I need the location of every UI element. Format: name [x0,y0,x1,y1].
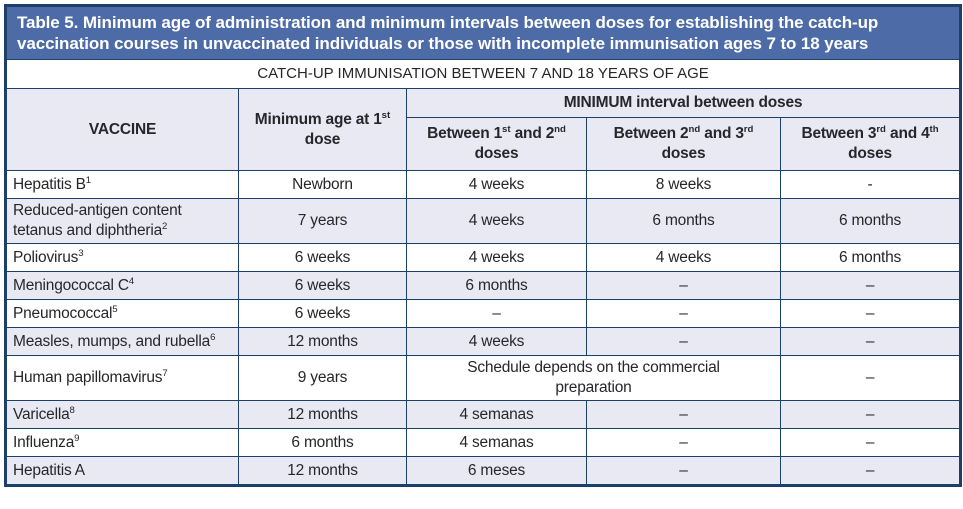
value-cell: 4 weeks [406,170,587,199]
value-cell: 12 months [238,327,407,356]
col-header-between-1st-2nd: Between 1st and 2nd doses [406,117,587,171]
value-cell: 4 weeks [586,243,781,272]
value-cell: 6 weeks [238,299,407,328]
value-cell: – [779,428,962,457]
value-cell: 4 weeks [406,198,587,244]
vaccine-name-cell: Human papillomavirus7 [5,355,239,401]
value-cell: - [779,170,962,199]
table-row: Hepatitis A 12 months 6 meses – – [5,456,962,486]
table-row: Pneumococcal5 6 weeks – – – [5,299,962,328]
col-header-interval-group: MINIMUM interval between doses [405,88,962,118]
value-cell: 6 months [406,271,587,300]
value-cell: – [779,456,962,486]
table-title: Table 5. Minimum age of administration a… [4,5,962,60]
value-cell: Newborn [238,170,407,199]
catch-up-immunisation-table: Table 5. Minimum age of administration a… [4,4,963,487]
value-cell: 6 months [779,198,962,244]
value-cell: Schedule depends on the commercial prepa… [406,355,781,401]
vaccine-name-cell: Pneumococcal5 [5,299,239,328]
table-row: Poliovirus3 6 weeks 4 weeks 4 weeks 6 months [5,243,962,272]
value-cell: – [586,400,781,429]
value-cell: – [779,299,962,328]
table-body: Hepatitis B1 Newborn 4 weeks 8 weeks - Reduce… [5,170,962,486]
value-cell: – [779,327,962,356]
value-cell: – [586,428,781,457]
vaccine-name-cell: Reduced-antigen content tetanus and diph… [5,198,239,244]
vaccine-name-cell: Varicella8 [5,400,239,429]
table-row: Measles, mumps, and rubella6 12 months 4 w… [5,327,962,356]
value-cell: – [406,299,587,328]
header-row-sub: Between 1st and 2nd doses Between 2nd an… [6,117,962,171]
vaccine-name-cell: Meningococcal C4 [5,271,239,300]
value-cell: – [779,400,962,429]
table-title-row: Table 5. Minimum age of administration a… [4,5,962,60]
table-row: Reduced-antigen content tetanus and diph… [5,198,962,244]
value-cell: – [586,271,781,300]
value-cell: – [586,299,781,328]
value-cell: 12 months [238,400,407,429]
value-cell: 6 weeks [238,243,407,272]
table-subtitle-row: CATCH-UP IMMUNISATION BETWEEN 7 AND 18 Y… [4,59,962,89]
vaccine-name-cell: Hepatitis B1 [5,170,239,199]
value-cell: – [586,456,781,486]
table-row: Varicella8 12 months 4 semanas – – [5,400,962,429]
header-row-top: VACCINE Minimum age at 1st dose MINIMUM … [5,88,962,171]
value-cell: 7 years [238,198,407,244]
value-cell: 12 months [238,456,407,486]
value-cell: 4 semanas [406,400,587,429]
value-cell: 4 weeks [406,327,587,356]
value-cell: – [779,355,962,401]
value-cell: 6 months [586,198,781,244]
value-cell: 4 semanas [406,428,587,457]
value-cell: 6 months [238,428,407,457]
vaccine-name-cell: Poliovirus3 [5,243,239,272]
value-cell: 6 months [779,243,962,272]
value-cell: – [586,327,781,356]
value-cell: 9 years [238,355,407,401]
table-row: Human papillomavirus7 9 years Schedule dep… [5,355,962,401]
col-header-between-2nd-3rd: Between 2nd and 3rd doses [586,117,781,171]
table-row: Influenza9 6 months 4 semanas – – [5,428,962,457]
vaccine-name-cell: Measles, mumps, and rubella6 [5,327,239,356]
table-row: Hepatitis B1 Newborn 4 weeks 8 weeks - [5,170,962,199]
value-cell: 8 weeks [586,170,781,199]
value-cell: 6 meses [406,456,587,486]
vaccine-name-cell: Influenza9 [5,428,239,457]
col-header-between-3rd-4th: Between 3rd and 4th doses [779,117,962,171]
table-subtitle: CATCH-UP IMMUNISATION BETWEEN 7 AND 18 Y… [4,59,962,89]
value-cell: 6 weeks [238,271,407,300]
value-cell: 4 weeks [406,243,587,272]
vaccine-name-cell: Hepatitis A [5,456,239,486]
value-cell: – [779,271,962,300]
col-header-min-age: Minimum age at 1st dose [238,88,407,171]
table-row: Meningococcal C4 6 weeks 6 months – – [5,271,962,300]
col-header-vaccine: VACCINE [5,88,239,171]
